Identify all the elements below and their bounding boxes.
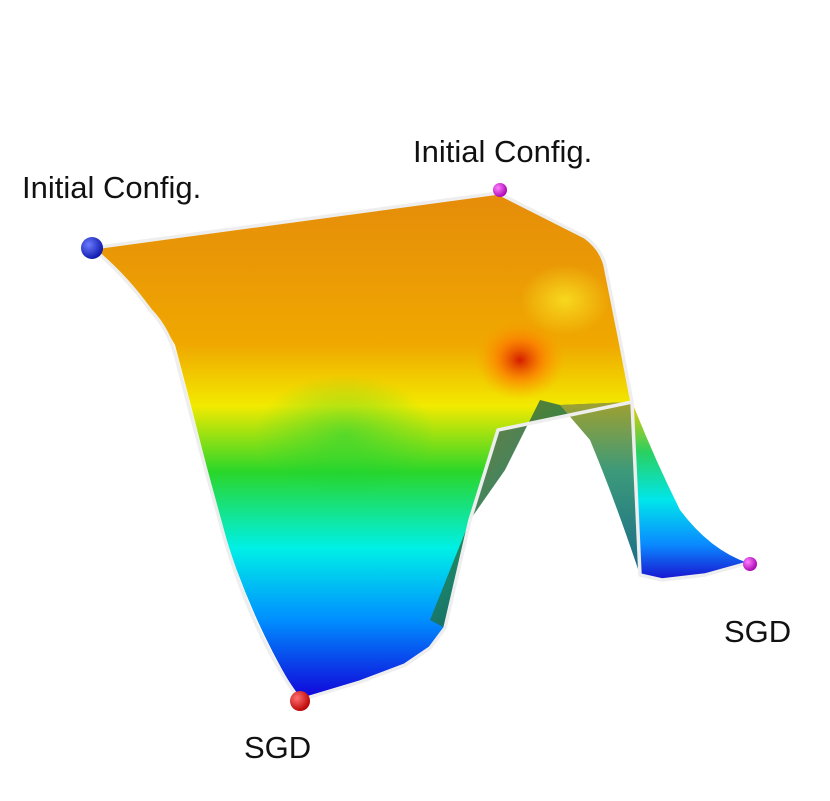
- sgd-left-marker: [290, 691, 310, 711]
- initial-config-left-label: Initial Config.: [22, 170, 201, 205]
- loss-surface-fold-inner: [560, 402, 640, 575]
- loss-surface-green-region: [255, 375, 435, 495]
- sgd-left-label: SGD: [244, 730, 311, 765]
- initial-config-left-marker: [81, 237, 103, 259]
- loss-surface-edge: [90, 191, 749, 702]
- loss-surface-hot-spot: [475, 320, 565, 400]
- loss-surface-right-lobe: [632, 402, 748, 580]
- initial-config-right-label: Initial Config.: [413, 134, 592, 169]
- loss-surface-warm-band: [520, 265, 610, 335]
- initial-config-right-marker: [493, 183, 507, 197]
- sgd-right-marker: [743, 557, 757, 571]
- sgd-right-label: SGD: [724, 614, 791, 649]
